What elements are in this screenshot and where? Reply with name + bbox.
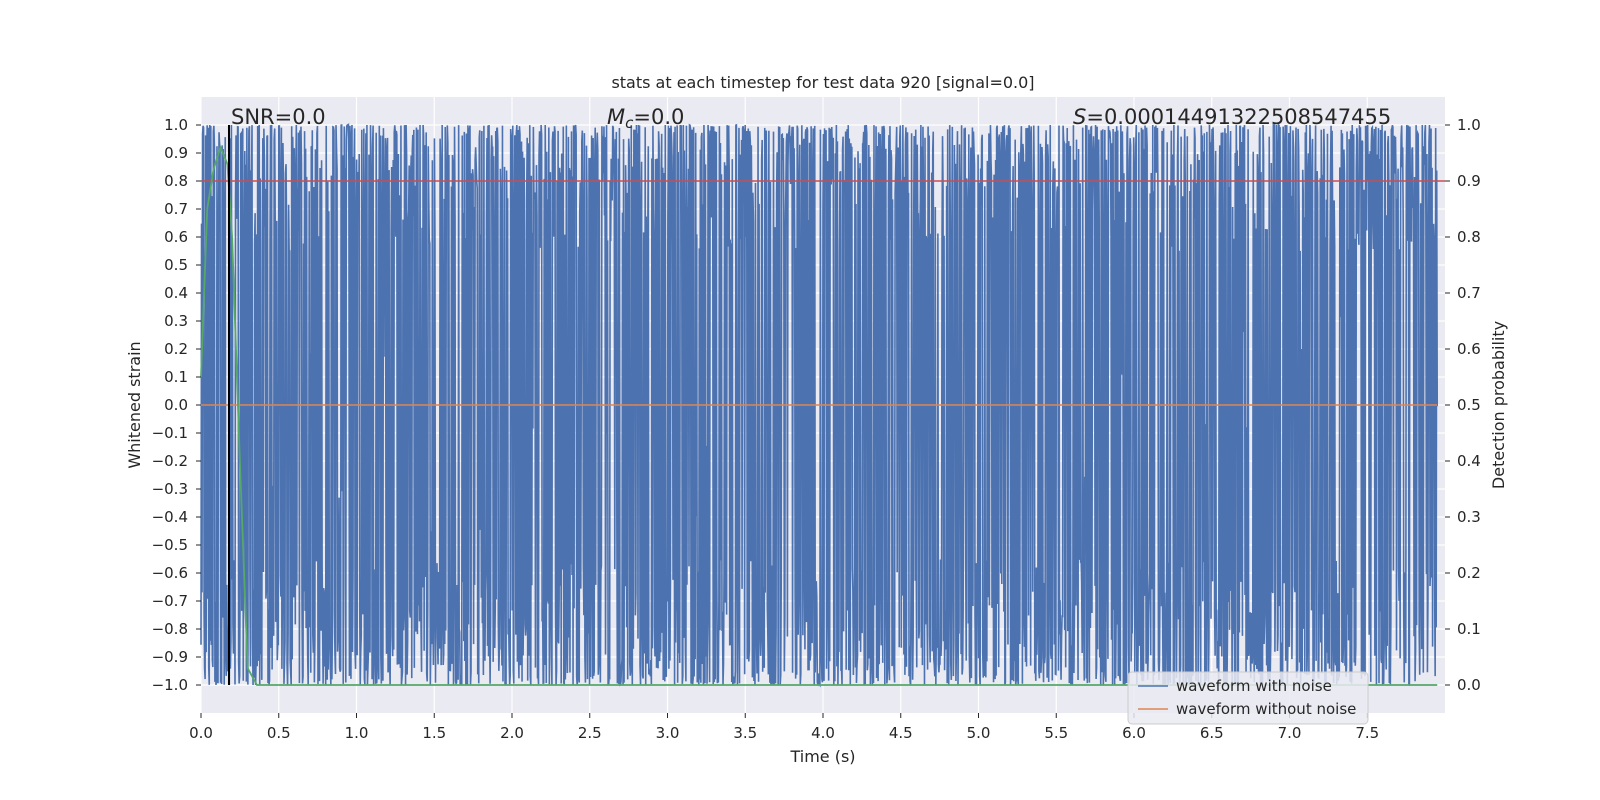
x-tick-label: 5.0 xyxy=(967,724,991,742)
mc-subscript: c xyxy=(625,114,634,132)
y2-tick-label: 0.6 xyxy=(1457,340,1481,358)
x-axis-label: Time (s) xyxy=(789,747,855,766)
y-tick-label: 0.7 xyxy=(164,200,188,218)
s-annotation: S=0.00014491322508547455 xyxy=(1073,105,1391,129)
x-tick-label: 0.5 xyxy=(267,724,291,742)
noise-path xyxy=(200,122,1439,688)
y-tick-label: −0.9 xyxy=(152,648,188,666)
chart-title: stats at each timestep for test data 920… xyxy=(611,73,1034,92)
x-tick-label: 4.0 xyxy=(811,724,835,742)
y-tick-label: 1.0 xyxy=(164,116,188,134)
y-tick-label: 0.5 xyxy=(164,256,188,274)
series-waveform-with-noise xyxy=(200,122,1439,688)
y-tick-label: −0.5 xyxy=(152,536,188,554)
y-tick-label: 0.8 xyxy=(164,172,188,190)
y-tick-label: −0.4 xyxy=(152,508,188,526)
x-tick-label: 7.0 xyxy=(1278,724,1302,742)
x-tick-label: 6.5 xyxy=(1200,724,1224,742)
y-tick-label: −0.8 xyxy=(152,620,188,638)
x-tick-label: 2.0 xyxy=(500,724,524,742)
mc-value: =0.0 xyxy=(633,105,684,129)
legend-box xyxy=(1127,671,1369,725)
y2-tick-label: 1.0 xyxy=(1457,116,1481,134)
y2-axis-label: Detection probability xyxy=(1489,321,1508,489)
y2-tick-label: 0.1 xyxy=(1457,620,1481,638)
y-tick-label: −0.2 xyxy=(152,452,188,470)
y2-tick-label: 0.0 xyxy=(1457,676,1481,694)
y-tick-label: 0.1 xyxy=(164,368,188,386)
y-tick-label: 0.9 xyxy=(164,144,188,162)
y-tick-label: 0.0 xyxy=(164,396,188,414)
x-tick-label: 2.5 xyxy=(578,724,602,742)
y2-tick-label: 0.2 xyxy=(1457,564,1481,582)
y2-tick-labels: 1.0 0.9 0.8 0.7 0.6 0.5 0.4 0.3 0.2 0.1 0.0 xyxy=(1445,116,1481,694)
x-tick-label: 3.5 xyxy=(733,724,757,742)
y-tick-labels: 1.0 0.9 0.8 0.7 0.6 0.5 0.4 0.3 0.2 0.1 0.0 −0.1 −0.… xyxy=(152,116,201,694)
x-tick-label: 4.5 xyxy=(889,724,913,742)
x-tick-label: 1.5 xyxy=(422,724,446,742)
y2-tick-label: 0.8 xyxy=(1457,228,1481,246)
legend-label-waveform-with-noise: waveform with noise xyxy=(1176,677,1332,695)
y2-tick-label: 0.4 xyxy=(1457,452,1481,470)
y-tick-label: 0.6 xyxy=(164,228,188,246)
chart-overlays xyxy=(200,125,1445,686)
s-value: =0.00014491322508547455 xyxy=(1086,105,1391,129)
y-tick-label: −0.7 xyxy=(152,592,188,610)
y-tick-label: 0.4 xyxy=(164,284,188,302)
legend: waveform with noise waveform without noi… xyxy=(1127,671,1369,725)
mc-annotation: Mc=0.0 xyxy=(607,105,684,132)
y2-tick-label: 0.5 xyxy=(1457,396,1481,414)
x-tick-label: 3.0 xyxy=(656,724,680,742)
y-tick-label: 0.3 xyxy=(164,312,188,330)
y-tick-label: −0.6 xyxy=(152,564,188,582)
x-tick-label: 0.0 xyxy=(189,724,213,742)
y-tick-label: 0.2 xyxy=(164,340,188,358)
snr-value: 0.0 xyxy=(292,105,325,129)
legend-label-waveform-without-noise: waveform without noise xyxy=(1176,700,1356,718)
x-tick-labels: 0.0 0.5 1.0 1.5 2.0 2.5 3.0 3.5 4.0 4.5 5.0 5.5 6.0 6… xyxy=(189,713,1379,742)
y-tick-label: −1.0 xyxy=(152,676,188,694)
x-tick-label: 1.0 xyxy=(345,724,369,742)
y2-tick-label: 0.7 xyxy=(1457,284,1481,302)
y2-tick-label: 0.3 xyxy=(1457,508,1481,526)
mc-symbol: M xyxy=(607,105,625,129)
x-tick-label: 6.0 xyxy=(1122,724,1146,742)
detection-probability-line xyxy=(200,144,1438,686)
y-tick-label: −0.1 xyxy=(152,424,188,442)
y-axis-label: Whitened strain xyxy=(125,341,144,468)
snr-prefix: SNR= xyxy=(231,105,292,129)
s-symbol: S xyxy=(1073,105,1086,129)
snr-annotation: SNR=0.0 xyxy=(231,105,326,129)
y2-tick-label: 0.9 xyxy=(1457,172,1481,190)
x-tick-label: 5.5 xyxy=(1044,724,1068,742)
y-tick-label: −0.3 xyxy=(152,480,188,498)
x-tick-label: 7.5 xyxy=(1355,724,1379,742)
